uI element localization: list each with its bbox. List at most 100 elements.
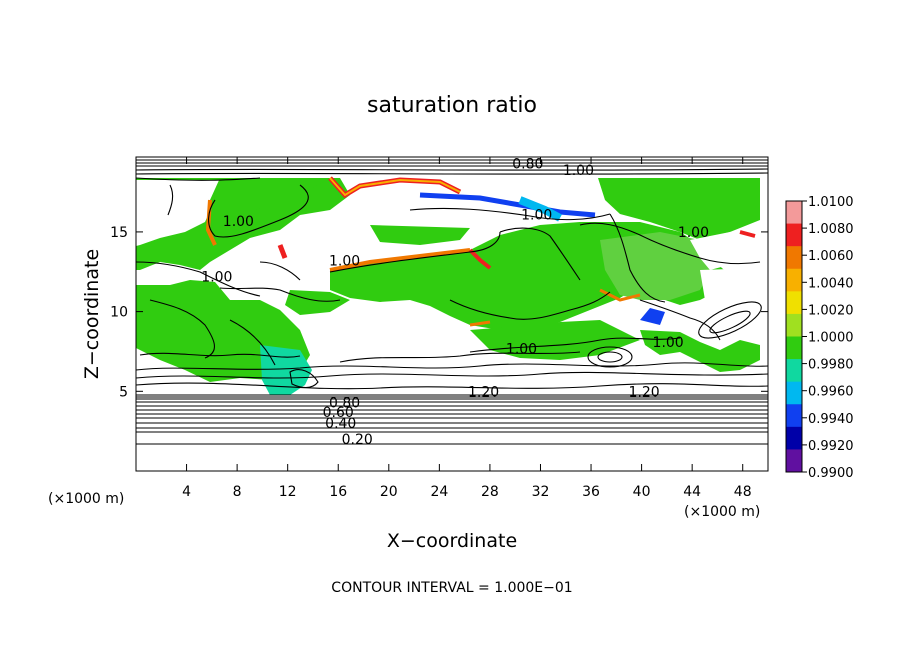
contour-line bbox=[167, 184, 174, 216]
colorbar-swatch bbox=[786, 449, 802, 473]
contour-label: 1.00 bbox=[223, 214, 254, 230]
z-tick-label: 5 bbox=[119, 384, 128, 400]
contour-line bbox=[219, 287, 341, 302]
contour-line bbox=[208, 184, 309, 238]
x-tick-label: 16 bbox=[329, 484, 347, 500]
edge-highlight bbox=[469, 320, 491, 327]
edge-highlight bbox=[205, 199, 217, 246]
edge-highlight bbox=[468, 248, 492, 270]
contour-line bbox=[259, 261, 301, 281]
contour-line bbox=[139, 352, 301, 358]
edge-highlight bbox=[277, 244, 288, 259]
contour-line bbox=[698, 301, 762, 339]
x-tick-label: 44 bbox=[683, 484, 701, 500]
contour-label: 1.00 bbox=[521, 207, 552, 223]
colorbar-swatch bbox=[786, 381, 802, 405]
z-axis: 5 10 15 bbox=[110, 225, 768, 400]
x-tick-label: 32 bbox=[532, 484, 550, 500]
contour-lines bbox=[136, 159, 768, 445]
contour-label: 0.80 bbox=[512, 156, 543, 172]
x-axis-title: X−coordinate bbox=[387, 530, 517, 552]
edge-highlight bbox=[329, 248, 471, 272]
contour-label: 1.00 bbox=[678, 225, 709, 241]
supersat-region bbox=[370, 225, 470, 245]
colorbar-swatch bbox=[786, 404, 802, 428]
contour-label: 0.20 bbox=[342, 432, 373, 448]
contour-label: 1.00 bbox=[506, 341, 537, 357]
contour-line bbox=[639, 299, 721, 341]
supersat-region bbox=[285, 290, 350, 315]
colorbar-swatch bbox=[786, 336, 802, 360]
subsat-gap bbox=[136, 180, 220, 246]
x-tick-label: 24 bbox=[430, 484, 448, 500]
contour-line bbox=[449, 291, 611, 320]
edge-highlight bbox=[739, 230, 756, 238]
chart-title: saturation ratio bbox=[367, 93, 537, 118]
supersat-region bbox=[260, 345, 312, 395]
supersat-region bbox=[470, 320, 640, 360]
contour-line bbox=[587, 346, 633, 368]
contour-label: 1.00 bbox=[563, 163, 594, 179]
contour-line bbox=[329, 231, 501, 273]
x-tick-label: 48 bbox=[734, 484, 752, 500]
colorbar-tick-label: 0.9960 bbox=[808, 385, 854, 400]
contour-line bbox=[136, 172, 768, 175]
colorbar-tick-label: 0.9980 bbox=[808, 358, 854, 373]
colorbar-swatch bbox=[786, 359, 802, 383]
contour-line bbox=[136, 261, 261, 297]
contour-line bbox=[499, 227, 581, 281]
contour-label: 0.60 bbox=[323, 405, 354, 421]
colorbar-swatch bbox=[786, 246, 802, 270]
z-axis-title: Z−coordinate bbox=[81, 249, 103, 379]
contour-line bbox=[136, 371, 768, 379]
edge-highlight bbox=[419, 192, 596, 218]
contour-line bbox=[136, 362, 768, 371]
contour-line bbox=[579, 222, 761, 265]
x-unit-label: (×1000 m) bbox=[684, 504, 760, 520]
x-tick-label: 28 bbox=[481, 484, 499, 500]
contour-line bbox=[229, 319, 276, 366]
contour-line bbox=[469, 337, 681, 353]
colorbar-tick-label: 1.0040 bbox=[808, 276, 854, 291]
contour-line bbox=[289, 369, 319, 389]
contour-line bbox=[597, 351, 623, 363]
color-fill-field bbox=[136, 176, 760, 395]
contour-label: 1.20 bbox=[468, 384, 499, 400]
x-tick-label: 12 bbox=[279, 484, 297, 500]
x-axis: 4 8 12 16 20 24 28 32 36 40 44 48 bbox=[182, 157, 752, 500]
x-tick-label: 40 bbox=[633, 484, 651, 500]
contour-label: 0.80 bbox=[329, 395, 360, 411]
colorbar-swatch bbox=[786, 223, 802, 247]
contour-line bbox=[409, 207, 611, 221]
edge-highlight bbox=[640, 308, 665, 325]
supersat-region bbox=[640, 330, 760, 372]
colorbar-tick-label: 1.0080 bbox=[808, 222, 854, 237]
subsat-gap bbox=[460, 178, 620, 215]
z-tick-label: 15 bbox=[110, 225, 128, 241]
x-tick-label: 20 bbox=[380, 484, 398, 500]
contour-label: 0.40 bbox=[325, 416, 356, 432]
z-unit-label: (×1000 m) bbox=[48, 491, 124, 507]
colorbar-tick-label: 1.0100 bbox=[808, 195, 854, 210]
contour-line bbox=[149, 299, 215, 359]
edge-highlight bbox=[599, 288, 641, 302]
colorbar-tick-label: 1.0060 bbox=[808, 249, 854, 264]
contour-label: 1.00 bbox=[329, 254, 360, 270]
supersat-region bbox=[210, 178, 330, 222]
z-tick-label: 10 bbox=[110, 305, 128, 321]
contour-line bbox=[136, 168, 768, 171]
x-tick-label: 4 bbox=[182, 484, 191, 500]
contour-line bbox=[136, 382, 768, 390]
plot-frame bbox=[135, 156, 769, 472]
edge-highlight bbox=[518, 196, 562, 222]
colorbar-tick-label: 0.9920 bbox=[808, 439, 854, 454]
supersat-region bbox=[598, 178, 760, 240]
contour-label: 1.20 bbox=[629, 384, 660, 400]
x-tick-label: 8 bbox=[233, 484, 242, 500]
contour-line bbox=[709, 310, 751, 334]
contour-label: 1.00 bbox=[201, 270, 232, 286]
supersat-region bbox=[600, 232, 715, 300]
colorbar-swatch bbox=[786, 201, 802, 225]
edge-highlight bbox=[329, 177, 461, 197]
